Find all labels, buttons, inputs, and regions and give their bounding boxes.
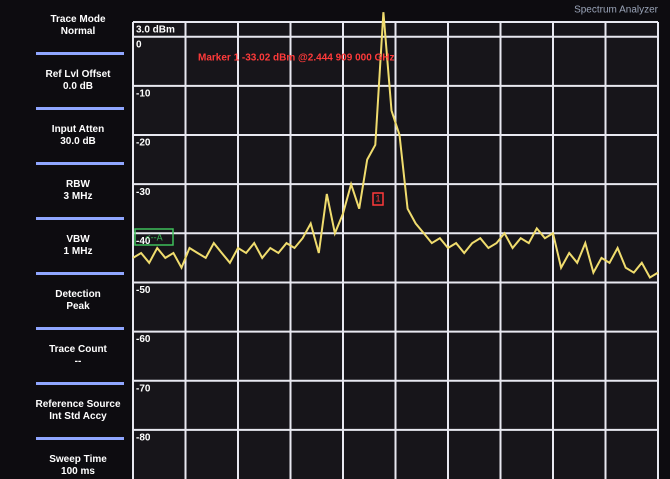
marker-label: 1 [375, 193, 380, 203]
softkey-separator [36, 52, 124, 55]
softkey-label[interactable]: Detection [55, 289, 101, 300]
y-tick-label: 0 [136, 39, 142, 50]
softkey-label[interactable]: Reference Source [35, 399, 121, 410]
y-tick-label: -30 [136, 187, 151, 198]
app-title: Spectrum Analyzer [574, 5, 659, 16]
softkey-separator [36, 437, 124, 440]
y-tick-label: -60 [136, 334, 151, 345]
marker-readout: Marker 1 -33.02 dBm @2.444 909 000 GHz [198, 53, 395, 64]
softkey-separator [36, 272, 124, 275]
softkey-value[interactable]: 3 MHz [63, 191, 93, 202]
softkey-separator [36, 162, 124, 165]
softkey-separator [36, 327, 124, 330]
softkey-separator [36, 217, 124, 220]
softkey-value[interactable]: 0.0 dB [62, 81, 93, 92]
softkey-label[interactable]: Trace Count [49, 344, 107, 355]
y-tick-label: -40 [136, 236, 151, 247]
softkey-value[interactable]: Int Std Accy [49, 411, 107, 422]
softkey-separator [36, 107, 124, 110]
softkey-label[interactable]: Trace Mode [50, 14, 106, 25]
reference-flag-box [134, 228, 174, 246]
softkey-label[interactable]: Input Atten [51, 124, 105, 135]
y-tick-label: -20 [136, 138, 151, 149]
softkey-separator [36, 382, 124, 385]
y-tick-label: -70 [136, 383, 151, 394]
softkey-value[interactable]: 30.0 dB [60, 136, 96, 147]
softkey-value[interactable]: 100 ms [61, 466, 95, 477]
softkey-value[interactable]: -- [74, 356, 82, 367]
y-tick-label: 3.0 dBm [136, 25, 175, 36]
softkey-value[interactable]: 1 MHz [63, 246, 93, 257]
softkey-label[interactable]: VBW [66, 234, 90, 245]
softkey-label[interactable]: RBW [66, 179, 90, 190]
y-tick-label: -10 [136, 89, 151, 100]
softkey-label[interactable]: Ref Lvl Offset [45, 69, 111, 80]
softkey-value[interactable]: Normal [60, 26, 96, 37]
y-tick-label: -80 [136, 433, 151, 444]
softkey-label[interactable]: Sweep Time [49, 454, 107, 465]
y-tick-label: -50 [136, 285, 151, 296]
marker [372, 192, 384, 206]
trace [132, 12, 659, 279]
softkey-value[interactable]: Peak [66, 301, 90, 312]
reference-flag: <--A [145, 232, 162, 242]
